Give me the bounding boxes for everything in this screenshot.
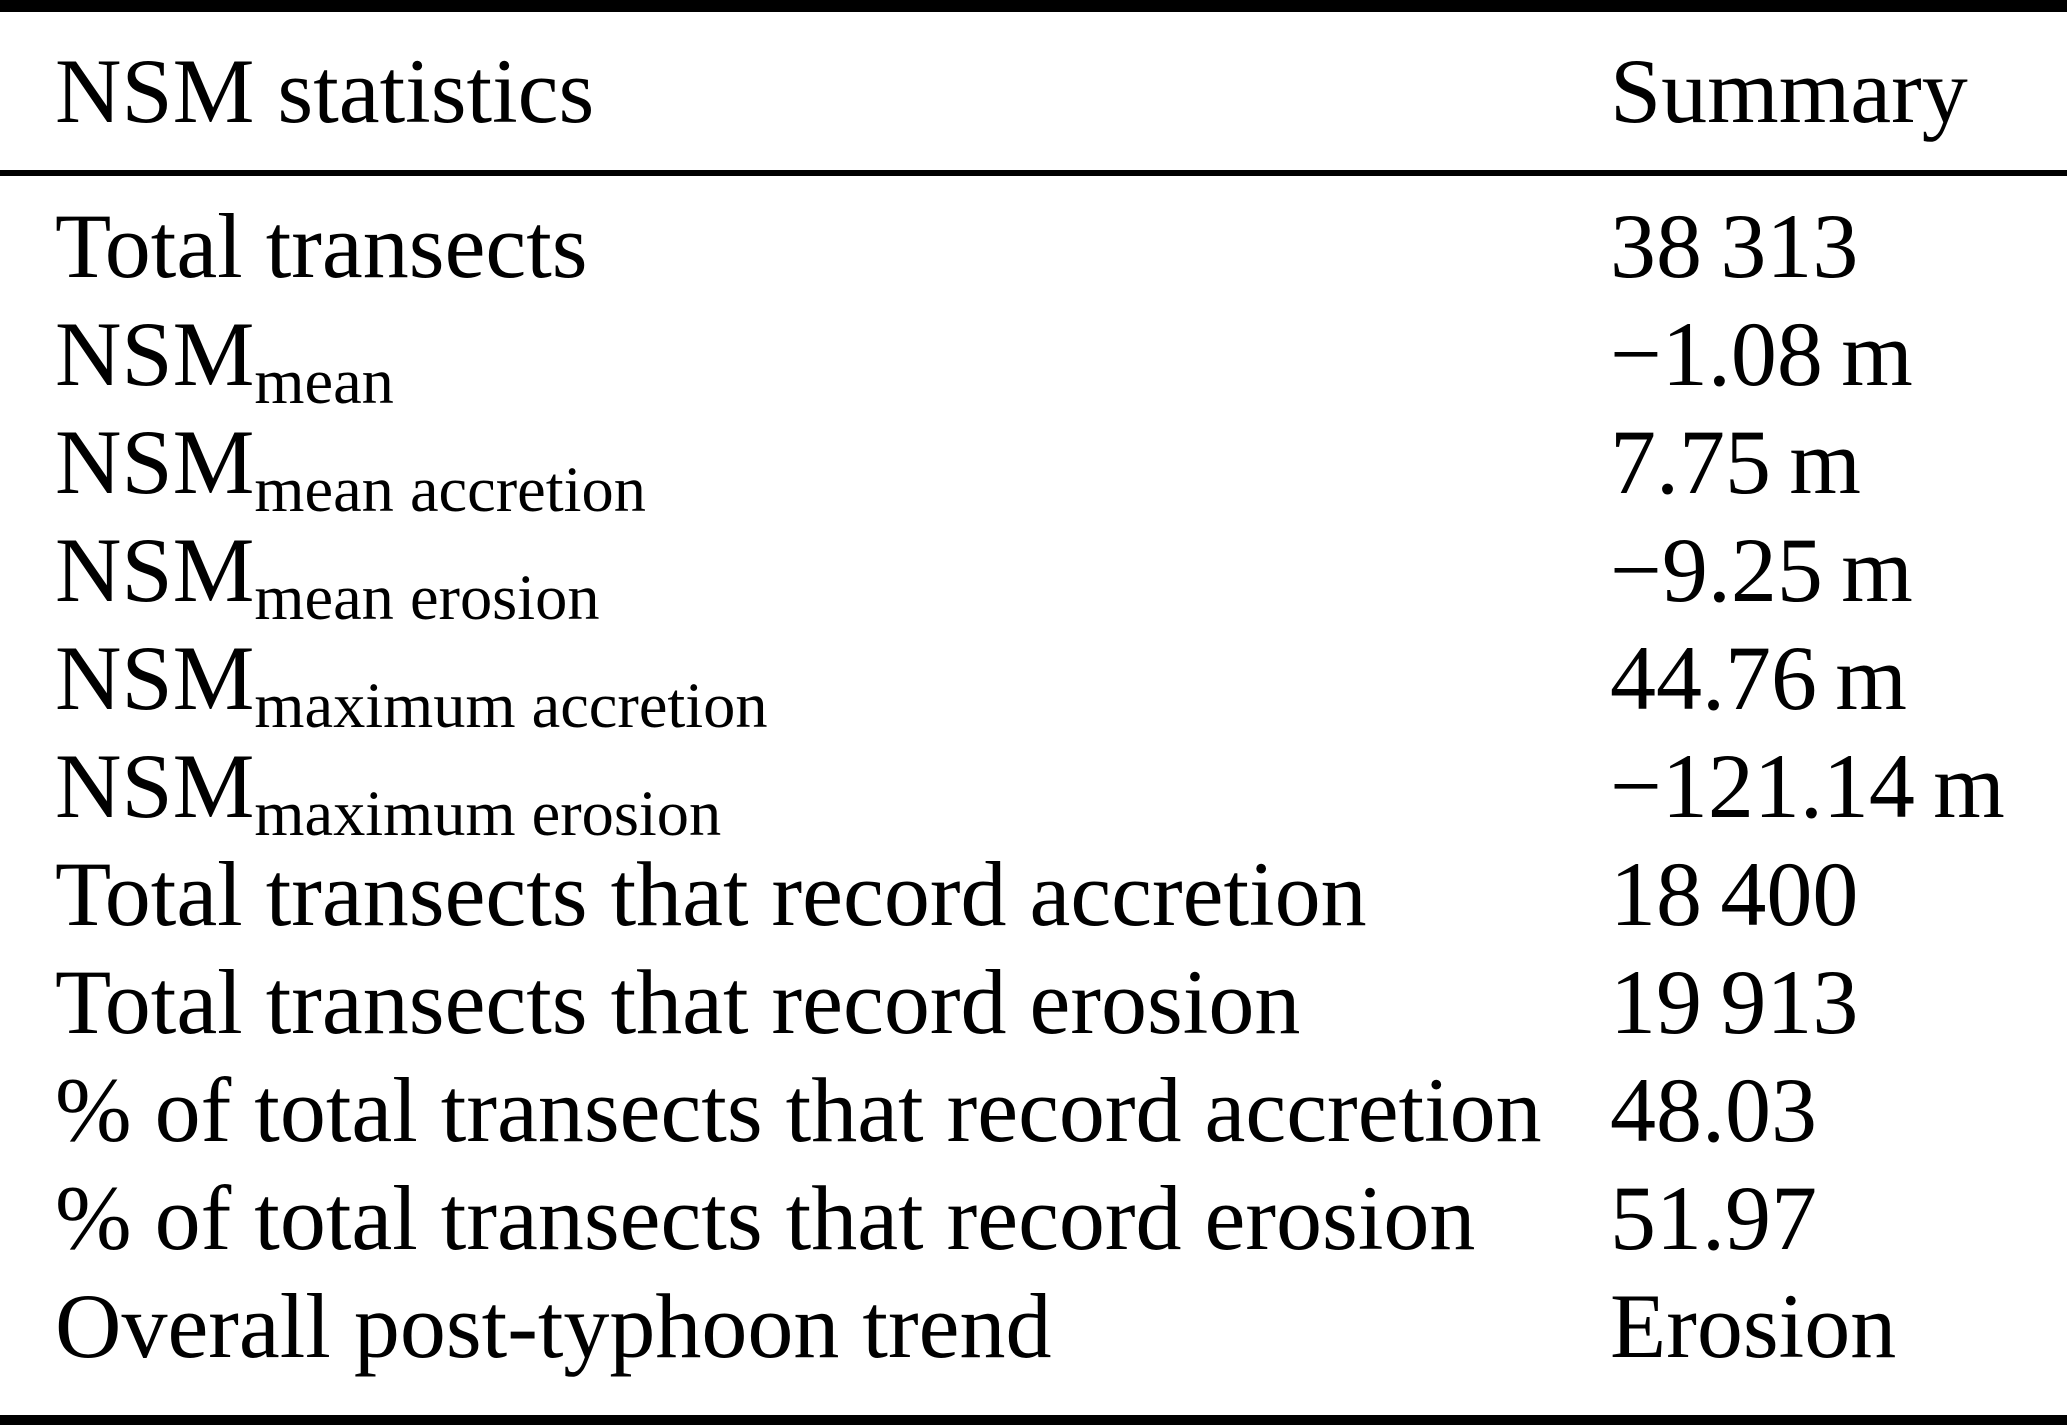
row-value: 44.76 m xyxy=(1610,627,1907,729)
row-label-subscript: maximum erosion xyxy=(254,778,722,850)
row-value: 18 400 xyxy=(1610,843,1859,945)
row-value: Erosion xyxy=(1610,1275,1897,1377)
row-label: NSMmean erosion xyxy=(55,519,600,634)
row-label-subscript: maximum accretion xyxy=(254,670,768,742)
row-label: % of total transects that record erosion xyxy=(55,1167,1476,1269)
table-row: NSMmean erosion −9.25 m xyxy=(0,516,2067,634)
row-label: Total transects xyxy=(55,195,588,297)
row-value: −1.08 m xyxy=(1610,303,1913,405)
row-label-subscript: mean xyxy=(254,346,394,418)
table-row: NSMmean accretion 7.75 m xyxy=(0,408,2067,526)
table-row: NSMmaximum accretion 44.76 m xyxy=(0,624,2067,742)
table-row: Overall post-typhoon trend Erosion xyxy=(0,1272,2067,1380)
row-label-subscript: mean accretion xyxy=(254,454,646,526)
header-row: NSM statistics Summary xyxy=(0,12,2067,170)
row-label: Total transects that record erosion xyxy=(55,951,1301,1053)
row-value: 38 313 xyxy=(1610,195,1859,297)
row-value: 51.97 xyxy=(1610,1167,1817,1269)
row-label: NSMmaximum erosion xyxy=(55,735,722,850)
header-rule xyxy=(0,170,2067,176)
bottom-rule xyxy=(0,1415,2067,1425)
table-row: % of total transects that record erosion… xyxy=(0,1164,2067,1272)
row-label: NSMmean accretion xyxy=(55,411,646,526)
column-header-summary: Summary xyxy=(1610,40,1968,142)
row-label: % of total transects that record accreti… xyxy=(55,1059,1542,1161)
row-value: 19 913 xyxy=(1610,951,1859,1053)
table-row: % of total transects that record accreti… xyxy=(0,1056,2067,1164)
row-value: 48.03 xyxy=(1610,1059,1817,1161)
top-rule xyxy=(0,0,2067,12)
table-row: NSMmean −1.08 m xyxy=(0,300,2067,418)
row-value: 7.75 m xyxy=(1610,411,1861,513)
row-label-subscript: mean erosion xyxy=(254,562,600,634)
table-row: NSMmaximum erosion −121.14 m xyxy=(0,732,2067,850)
column-header-nsm-statistics: NSM statistics xyxy=(55,40,595,142)
row-label: NSMmean xyxy=(55,303,394,418)
row-label: NSMmaximum accretion xyxy=(55,627,768,742)
table-row: Total transects that record accretion 18 … xyxy=(0,840,2067,948)
table-row: Total transects that record erosion 19 91… xyxy=(0,948,2067,1056)
table-row: Total transects 38 313 xyxy=(0,192,2067,300)
row-value: −121.14 m xyxy=(1610,735,2005,837)
table-body: Total transects 38 313 NSMmean −1.08 m NSMme… xyxy=(0,176,2067,1415)
row-label: Total transects that record accretion xyxy=(55,843,1367,945)
row-value: −9.25 m xyxy=(1610,519,1913,621)
row-label: Overall post-typhoon trend xyxy=(55,1275,1052,1377)
